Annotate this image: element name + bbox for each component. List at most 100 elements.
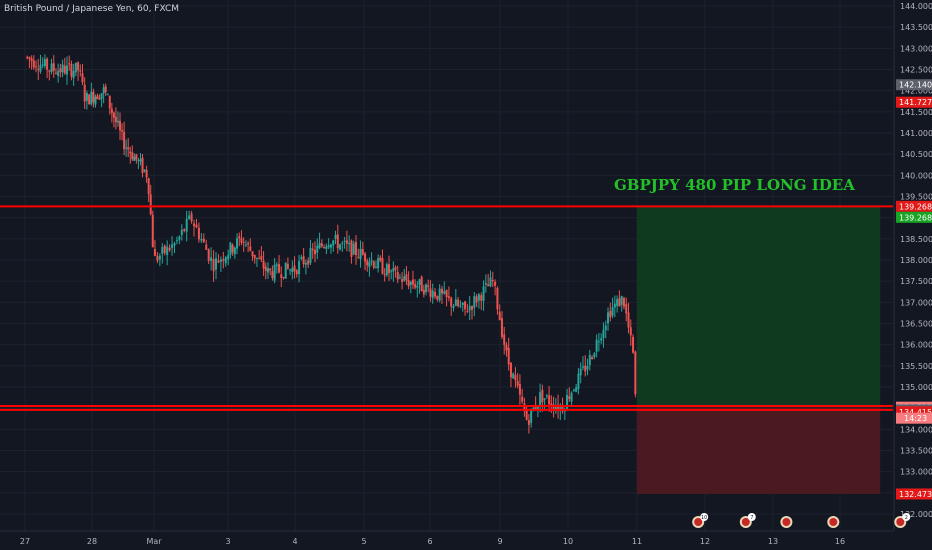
candle [166,240,169,266]
candle-body [90,91,93,105]
event-marker-icon[interactable]: 7 [739,513,756,528]
candle [579,362,582,384]
candle [197,222,200,243]
y-tick-label: 134.000 [900,425,932,434]
candle [392,261,395,282]
candle-body [295,270,298,275]
candle [123,121,126,156]
candle-body [473,296,476,308]
candle [255,257,258,267]
countdown-text: 14:23 [904,414,927,423]
candle-body [341,242,344,244]
candle-body [190,213,193,222]
candle-body [509,362,512,378]
candle [354,235,357,265]
candle-body [611,307,614,316]
event-marker-icon[interactable]: 10 [692,513,709,528]
candle [284,262,287,279]
candle-body [550,403,553,406]
candle [66,56,69,85]
candle-body [121,130,124,132]
candle-body [593,353,596,358]
candle-body [255,257,258,259]
candle [28,56,31,69]
candle-body [289,269,292,271]
candle [291,260,294,280]
event-marker-icon[interactable] [780,516,793,528]
candle [231,243,234,256]
candle-body [545,395,548,397]
candle [195,218,198,229]
candle [473,292,476,317]
candle-body [173,243,176,246]
candle-body [350,240,353,257]
candle [79,64,82,77]
candle-body [345,240,348,244]
candle [210,247,213,271]
candle [94,94,97,108]
candle-body [233,247,236,255]
candle [440,285,443,304]
price-badge-red: 132.473 [896,488,932,500]
candle [357,248,360,259]
candle-body [129,151,132,154]
candle [125,139,128,157]
candle [398,273,401,280]
event-marker-icon[interactable]: 2 [894,513,911,528]
candle [171,236,174,256]
candle-body [620,296,623,305]
event-badge-count: 2 [905,515,908,521]
candle-body [108,95,111,109]
candle [309,239,312,266]
y-tick-label: 136.500 [900,320,932,329]
candle [147,177,150,203]
candle-body [496,287,499,310]
candle-body [133,156,136,161]
candle-body [427,285,430,288]
candle [92,88,95,108]
candle [41,57,44,69]
candle [139,152,142,166]
candle [59,63,62,78]
candle [597,332,600,352]
candle-body [457,299,460,307]
y-tick-label: 142.000 [900,87,932,96]
candle-body [311,248,314,251]
candle [466,303,469,314]
candle [151,210,154,248]
candle [420,275,423,292]
candle-body [205,244,208,250]
candle-body [119,120,122,131]
x-tick-label: 3 [225,537,230,546]
candle [379,255,382,263]
candle-body [370,260,373,262]
candle-body [352,243,355,255]
y-tick-label: 133.000 [900,468,932,477]
candle-body [104,86,107,93]
candle-body [454,299,457,307]
candle-body [35,66,38,68]
candle-body [258,258,261,260]
candle [477,292,480,309]
candle [247,241,250,253]
price-badge-bg [896,488,932,500]
candle [286,257,289,270]
candle [43,54,46,69]
candle [77,61,80,81]
candle [74,62,77,77]
candle-body [554,406,557,412]
candle-body [158,255,161,260]
candle [341,240,344,252]
candle [411,270,414,289]
candle [634,350,637,398]
candle-body [302,256,305,265]
candle-body [149,194,152,215]
candle-body [527,420,530,425]
candle-body [618,297,621,307]
candle [293,256,296,279]
candle [359,240,362,268]
candle [320,239,323,248]
event-marker-icon[interactable] [827,516,840,528]
candle [368,257,371,277]
